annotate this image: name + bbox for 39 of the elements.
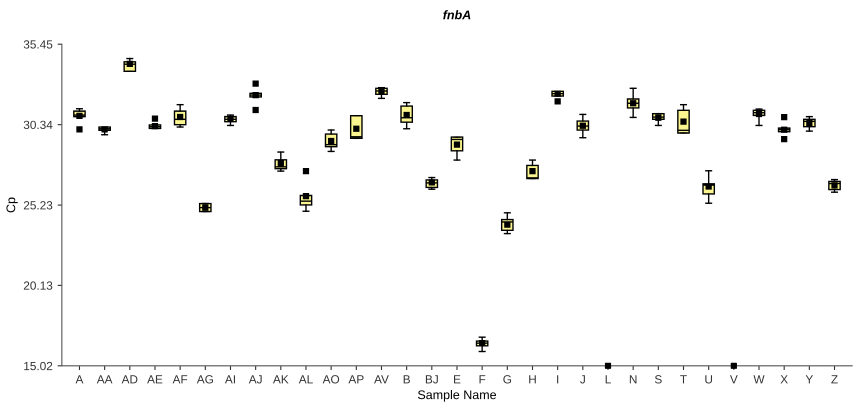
x-tick-label: AE — [147, 375, 162, 384]
x-tick-label: AV — [374, 375, 389, 384]
x-tick-label: W — [753, 375, 765, 384]
y-tick-label: 15.02 — [24, 362, 52, 370]
y-tick-label: 35.45 — [24, 40, 52, 49]
x-tick-label: AL — [298, 375, 313, 384]
x-tick-label: AJ — [248, 375, 262, 384]
y-tick-label: 20.13 — [24, 281, 52, 290]
x-tick-label: Y — [806, 375, 814, 384]
y-tick-label: 25.23 — [24, 201, 52, 210]
x-tick-label: H — [529, 375, 536, 384]
x-tick-label: AD — [122, 375, 138, 384]
x-tick-label: B — [404, 375, 410, 384]
x-tick-label: AP — [348, 375, 364, 384]
x-tick-label: I — [557, 375, 558, 384]
x-tick-label: N — [630, 375, 636, 384]
x-tick-label: L — [606, 375, 611, 384]
chart-title: fnbA — [443, 10, 470, 20]
x-tick-label: S — [654, 375, 662, 384]
x-tick-label: G — [503, 375, 512, 384]
y-tick-label: 30.34 — [24, 120, 52, 130]
x-tick-label: F — [480, 375, 486, 384]
x-tick-label: T — [680, 375, 687, 384]
x-axis-title: Sample Name — [418, 390, 496, 402]
x-tick-label: BJ — [426, 375, 438, 384]
x-tick-label: X — [780, 375, 788, 384]
y-axis-title: Cp — [6, 198, 18, 212]
x-tick-label: Z — [831, 375, 838, 384]
x-tick-label: AG — [196, 375, 213, 384]
x-tick-label: AF — [172, 375, 188, 384]
x-tick-label: A — [76, 375, 84, 384]
x-tick-label: V — [730, 375, 738, 384]
x-tick-label: AO — [322, 375, 340, 384]
x-tick-label: AA — [96, 375, 112, 384]
x-tick-label: J — [580, 375, 585, 384]
x-tick-label: AI — [224, 375, 235, 384]
x-tick-label: U — [705, 375, 712, 384]
x-tick-label: AK — [272, 375, 289, 384]
x-tick-label: E — [454, 375, 460, 384]
